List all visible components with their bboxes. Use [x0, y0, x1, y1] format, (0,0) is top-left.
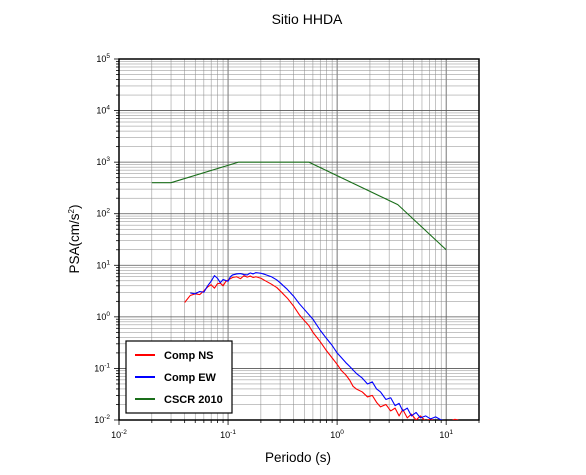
x-tick-label: 10-2	[111, 429, 127, 440]
y-tick-label-exp: 5	[106, 53, 110, 60]
x-tick-label-exp: 0	[340, 429, 344, 436]
y-tick-label: 101	[96, 259, 110, 270]
y-tick-label-base: 10	[94, 415, 104, 425]
y-tick-label: 10-2	[94, 414, 110, 425]
x-tick-label-base: 10	[439, 430, 449, 440]
y-tick-label: 105	[96, 53, 110, 64]
plot-frame	[118, 58, 480, 421]
x-tick-labels: 10-2 10-1 100 101	[111, 429, 453, 440]
y-tick-label-base: 10	[96, 312, 106, 322]
y-tick-label: 10-1	[94, 362, 110, 373]
x-tick-label: 101	[439, 429, 453, 440]
y-tick-label-exp: 0	[106, 311, 110, 318]
legend-label: CSCR 2010	[164, 394, 223, 406]
x-tick-label: 100	[330, 429, 344, 440]
y-axis-label-close: )	[67, 205, 82, 210]
y-tick-label-base: 10	[94, 363, 104, 373]
x-tick-label-base: 10	[111, 430, 121, 440]
plot-border	[118, 58, 480, 421]
series-line-cscr-2010	[151, 161, 447, 251]
y-tick-label-exp: 4	[106, 105, 110, 112]
y-axis-label-exp: 2	[67, 208, 76, 213]
x-tick-label: 10-1	[220, 429, 236, 440]
y-tick-label: 100	[96, 311, 110, 322]
y-tick-label-exp: 1	[106, 259, 110, 266]
chart-title: Sitio HHDA	[272, 11, 343, 27]
y-tick-label: 102	[96, 208, 110, 219]
legend-label: Comp NS	[164, 350, 214, 362]
y-tick-label-base: 10	[96, 54, 106, 64]
y-tick-label-base: 10	[96, 209, 106, 219]
y-tick-label-exp: 3	[106, 156, 110, 163]
legend-label: Comp EW	[164, 372, 217, 384]
y-tick-label: 104	[96, 105, 110, 116]
series-line-comp-ew	[190, 272, 444, 420]
legend: Comp NS Comp EW CSCR 2010	[125, 340, 233, 414]
x-axis-label: Periodo (s)	[265, 450, 331, 465]
y-tick-label: 103	[96, 156, 110, 167]
series-lines	[151, 161, 459, 420]
x-tick-label-base: 10	[220, 430, 230, 440]
y-tick-label-base: 10	[96, 106, 106, 116]
y-tick-label-exp: -2	[104, 414, 110, 421]
x-tick-label-exp: 1	[449, 429, 453, 436]
x-tick-label-exp: -1	[230, 429, 236, 436]
series-line-comp-ns	[184, 275, 459, 420]
y-tick-label-base: 10	[96, 260, 106, 270]
y-axis-label-base: PSA(cm/s	[67, 213, 82, 273]
y-tick-label-exp: -1	[104, 362, 110, 369]
x-tick-label-exp: -2	[121, 429, 127, 436]
y-tick-label-exp: 2	[106, 208, 110, 215]
y-axis-label: PSA(cm/s2)	[67, 205, 82, 274]
x-tick-label-base: 10	[330, 430, 340, 440]
y-tick-label-base: 10	[96, 157, 106, 167]
